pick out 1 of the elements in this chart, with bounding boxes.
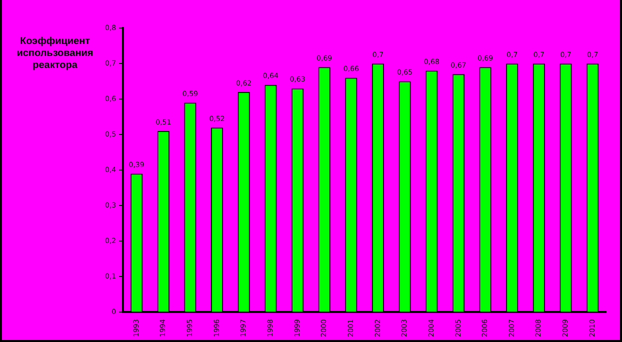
y-axis-title: Коэффициент использования реактора [16, 36, 94, 72]
